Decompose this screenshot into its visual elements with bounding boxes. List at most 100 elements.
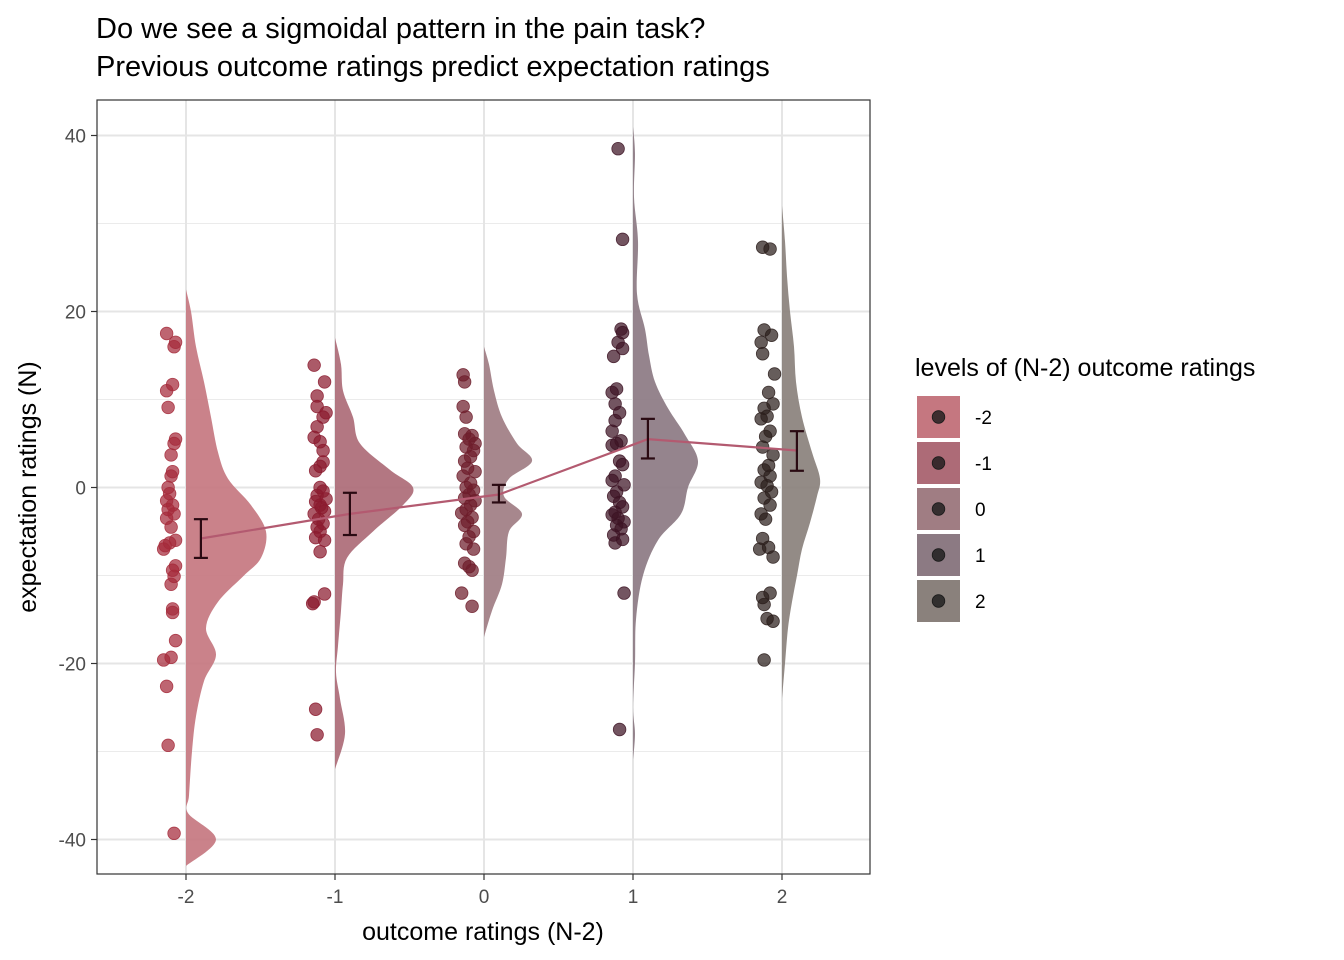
data-point — [761, 385, 776, 400]
data-point — [466, 542, 481, 556]
data-point — [755, 347, 770, 361]
data-point — [159, 679, 174, 694]
legend-label-0: 0 — [975, 500, 986, 521]
data-point — [763, 242, 777, 256]
x-tick-label: 1 — [628, 887, 639, 908]
data-point — [317, 375, 332, 389]
data-point — [766, 550, 780, 564]
data-point — [457, 375, 472, 389]
errorbar--1 — [342, 491, 357, 537]
data-point — [763, 498, 777, 512]
data-point — [317, 587, 332, 601]
density-0 — [483, 345, 533, 640]
x-tick-label: 2 — [777, 887, 788, 908]
data-point — [454, 586, 469, 600]
data-point — [159, 326, 174, 341]
data-point — [754, 335, 768, 350]
density--2 — [183, 287, 267, 868]
data-point — [757, 653, 771, 667]
density--1 — [334, 335, 414, 772]
data-point — [767, 367, 782, 381]
data-point — [310, 728, 324, 742]
data-point — [164, 469, 178, 483]
x-tick-label: -2 — [178, 887, 195, 908]
y-tick-label: 0 — [75, 479, 86, 500]
legend-key-point — [931, 456, 946, 470]
data-point — [615, 232, 630, 247]
data-point — [468, 464, 482, 479]
data-point — [161, 738, 175, 753]
data-point — [764, 328, 779, 342]
data-point — [608, 536, 622, 550]
data-point — [164, 520, 178, 534]
data-point — [316, 443, 330, 458]
legend-label--2: -2 — [975, 408, 992, 429]
data-point — [164, 577, 178, 592]
chart-title-line-1: Do we see a sigmoidal pattern in the pai… — [96, 13, 705, 45]
data-point — [465, 599, 479, 614]
data-point — [308, 464, 323, 478]
legend-label-2: 2 — [975, 592, 986, 613]
errorbar-1 — [640, 417, 655, 460]
density-layer — [183, 124, 821, 868]
y-tick-label: -40 — [59, 831, 86, 852]
legend-key-point — [931, 502, 946, 516]
legend-title: levels of (N-2) outcome ratings — [915, 354, 1255, 382]
errorbar-layer — [193, 417, 804, 560]
data-point — [161, 400, 175, 415]
x-axis-title: outcome ratings (N-2) — [362, 918, 604, 946]
data-point — [615, 341, 630, 356]
data-point — [164, 448, 178, 462]
data-point — [752, 542, 767, 556]
density-2 — [781, 203, 821, 702]
data-point — [605, 473, 619, 488]
y-axis-title: expectation ratings (N) — [14, 361, 42, 613]
data-point — [307, 358, 321, 372]
data-point — [159, 384, 174, 398]
y-tick-label: 40 — [65, 127, 86, 148]
data-point — [313, 545, 327, 559]
x-axis: -2 -1 0 1 2 — [178, 874, 788, 908]
legend-key-point — [931, 548, 946, 562]
legend: levels of (N-2) outcome ratings -2 -1 0 1 2 — [915, 354, 1255, 622]
data-point — [459, 410, 473, 424]
legend-key-point — [931, 594, 946, 608]
data-point — [758, 512, 773, 526]
point-layer — [156, 141, 782, 841]
data-point — [754, 412, 768, 426]
data-point — [317, 533, 332, 548]
data-point — [167, 436, 181, 451]
data-point — [615, 457, 630, 472]
data-point — [611, 141, 625, 156]
data-point — [766, 614, 780, 628]
y-axis: 40 20 0 -20 -40 — [59, 127, 97, 852]
chart-title-line-2: Previous outcome ratings predict expecta… — [96, 51, 770, 83]
data-point — [606, 349, 621, 364]
data-point — [605, 424, 619, 438]
data-point — [617, 586, 631, 600]
legend-key-point — [931, 410, 946, 424]
errorbar-0 — [491, 483, 506, 504]
data-point — [167, 826, 181, 841]
errorbar--2 — [193, 518, 208, 560]
data-point — [156, 653, 171, 667]
data-point — [308, 702, 323, 716]
density-1 — [632, 124, 699, 763]
y-tick-label: 20 — [65, 303, 86, 324]
x-tick-label: -1 — [327, 887, 344, 908]
data-point — [156, 542, 171, 556]
y-tick-label: -20 — [59, 655, 86, 676]
data-point — [605, 385, 619, 400]
data-point — [465, 563, 479, 577]
errorbar-2 — [789, 430, 804, 472]
legend-label--1: -1 — [975, 454, 992, 475]
data-point — [316, 410, 330, 424]
data-point — [167, 340, 181, 354]
data-point — [757, 597, 771, 612]
data-point — [165, 605, 180, 620]
legend-label-1: 1 — [975, 546, 986, 567]
data-point — [612, 722, 627, 737]
data-point — [305, 596, 320, 611]
x-tick-label: 0 — [479, 887, 490, 908]
